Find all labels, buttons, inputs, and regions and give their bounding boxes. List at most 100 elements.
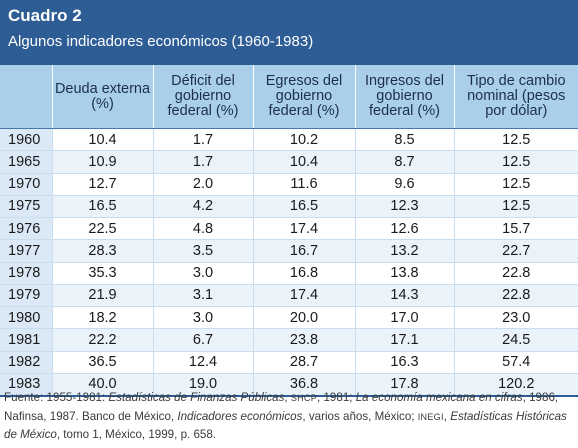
cell-deficit: 1.7 xyxy=(152,128,253,152)
column-header-exchange-rate: Tipo de cambio nominal (pesos por dólar) xyxy=(453,65,578,129)
cell-year: 1981 xyxy=(0,328,52,352)
table-subtitle: Algunos indicadores económicos (1960-198… xyxy=(8,33,314,50)
cell-deficit: 4.2 xyxy=(152,195,253,219)
cell-expenditure: 10.2 xyxy=(252,128,355,152)
table-title: Cuadro 2 xyxy=(8,6,82,25)
cell-year: 1970 xyxy=(0,173,52,196)
cell-year: 1965 xyxy=(0,150,52,174)
column-header-deficit: Déficit del gobierno federal (%) xyxy=(152,65,253,129)
cell-year: 1977 xyxy=(0,239,52,263)
column-header-external-debt: Deuda externa (%) xyxy=(51,65,153,129)
cell-expenditure: 23.8 xyxy=(252,328,355,352)
cell-year: 1983 xyxy=(0,373,52,397)
cell-expenditure: 36.8 xyxy=(252,373,355,397)
cell-external-debt: 18.2 xyxy=(51,306,153,330)
cell-external-debt: 22.2 xyxy=(51,328,153,352)
cell-deficit: 3.0 xyxy=(152,306,253,330)
source-text: 1955-1981: xyxy=(43,391,109,404)
table-row: 1970 12.7 2.0 11.6 9.6 12.5 xyxy=(0,173,578,196)
cell-year: 1979 xyxy=(0,284,52,308)
cell-external-debt: 10.4 xyxy=(51,128,153,152)
economic-indicators-table: Deuda externa (%) Déficit del gobierno f… xyxy=(0,65,578,397)
table-row: 1978 35.3 3.0 16.8 13.8 22.8 xyxy=(0,262,578,285)
cell-deficit: 2.0 xyxy=(152,173,253,196)
cell-year: 1980 xyxy=(0,306,52,330)
cell-expenditure: 17.4 xyxy=(252,217,355,241)
table-row: 1960 10.4 1.7 10.2 8.5 12.5 xyxy=(0,128,578,152)
source-text: , xyxy=(443,409,451,423)
table-row: 1977 28.3 3.5 16.7 13.2 22.7 xyxy=(0,239,578,263)
source-text: , 1981; xyxy=(317,391,356,404)
cell-revenue: 14.3 xyxy=(354,284,454,308)
cell-deficit: 19.0 xyxy=(152,373,253,397)
cell-external-debt: 12.7 xyxy=(51,173,153,196)
cell-year: 1976 xyxy=(0,217,52,241)
source-abbreviation: SHCP xyxy=(290,393,318,403)
cell-revenue: 8.7 xyxy=(354,150,454,174)
cell-year: 1975 xyxy=(0,195,52,219)
cell-exchange-rate: 120.2 xyxy=(453,373,578,397)
cell-exchange-rate: 22.7 xyxy=(453,239,578,263)
cell-year: 1960 xyxy=(0,128,52,152)
source-title: Estadísticas de Finanzas Públicas xyxy=(108,391,285,404)
cell-external-debt: 22.5 xyxy=(51,217,153,241)
cell-exchange-rate: 12.5 xyxy=(453,195,578,219)
source-label: Fuente: xyxy=(4,391,44,404)
column-header-revenue: Ingresos del gobierno federal (%) xyxy=(354,65,454,129)
cell-revenue: 16.3 xyxy=(354,351,454,374)
cell-external-debt: 35.3 xyxy=(51,262,153,285)
cell-expenditure: 11.6 xyxy=(252,173,355,196)
cell-external-debt: 36.5 xyxy=(51,351,153,374)
cell-exchange-rate: 12.5 xyxy=(453,128,578,152)
source-title: Estadísticas Históricas de México xyxy=(4,409,567,442)
cell-year: 1982 xyxy=(0,351,52,374)
cell-expenditure: 16.7 xyxy=(252,239,355,263)
cell-revenue: 13.2 xyxy=(354,239,454,263)
cell-exchange-rate: 15.7 xyxy=(453,217,578,241)
table-row: 1979 21.9 3.1 17.4 14.3 22.8 xyxy=(0,284,578,308)
cell-revenue: 12.3 xyxy=(354,195,454,219)
table-header-row: Deuda externa (%) Déficit del gobierno f… xyxy=(0,65,578,129)
table-row: 1976 22.5 4.8 17.4 12.6 15.7 xyxy=(0,217,578,241)
source-abbreviation: INEGI xyxy=(417,411,444,422)
cell-external-debt: 40.0 xyxy=(51,373,153,397)
source-title: Indicadores económicos xyxy=(177,409,303,423)
cell-expenditure: 17.4 xyxy=(252,284,355,308)
cell-revenue: 13.8 xyxy=(354,262,454,285)
cell-revenue: 17.8 xyxy=(354,373,454,397)
cell-deficit: 6.7 xyxy=(152,328,253,352)
cell-revenue: 17.0 xyxy=(354,306,454,330)
table-row: 1982 36.5 12.4 28.7 16.3 57.4 xyxy=(0,351,578,374)
source-text: , xyxy=(284,391,291,404)
cell-revenue: 9.6 xyxy=(354,173,454,196)
cell-deficit: 3.1 xyxy=(152,284,253,308)
cell-expenditure: 28.7 xyxy=(252,351,355,374)
cell-exchange-rate: 22.8 xyxy=(453,284,578,308)
cell-exchange-rate: 57.4 xyxy=(453,351,578,374)
cell-external-debt: 16.5 xyxy=(51,195,153,219)
cell-expenditure: 20.0 xyxy=(252,306,355,330)
cell-deficit: 4.8 xyxy=(152,217,253,241)
source-note: Fuente: 1955-1981: Estadísticas de Finan… xyxy=(4,389,576,445)
source-title: La economía mexicana en cifras xyxy=(355,391,523,404)
cell-expenditure: 16.8 xyxy=(252,262,355,285)
cell-exchange-rate: 12.5 xyxy=(453,150,578,174)
cell-exchange-rate: 12.5 xyxy=(453,173,578,196)
source-text: , tomo 1, México, 1999, p. 658. xyxy=(56,428,217,441)
column-header-expenditure: Egresos del gobierno federal (%) xyxy=(252,65,355,129)
column-header-year xyxy=(0,65,52,129)
cell-deficit: 12.4 xyxy=(152,351,253,374)
table-caption-header: Cuadro 2 Algunos indicadores económicos … xyxy=(0,0,578,65)
cell-exchange-rate: 23.0 xyxy=(453,306,578,330)
cell-revenue: 17.1 xyxy=(354,328,454,352)
table-row: 1980 18.2 3.0 20.0 17.0 23.0 xyxy=(0,306,578,330)
cell-deficit: 1.7 xyxy=(152,150,253,174)
table-row: 1983 40.0 19.0 36.8 17.8 120.2 xyxy=(0,373,578,397)
cell-exchange-rate: 22.8 xyxy=(453,262,578,285)
cell-deficit: 3.0 xyxy=(152,262,253,285)
cell-external-debt: 28.3 xyxy=(51,239,153,263)
table-row: 1975 16.5 4.2 16.5 12.3 12.5 xyxy=(0,195,578,219)
source-text: , varios años, México; xyxy=(302,409,418,423)
cell-revenue: 12.6 xyxy=(354,217,454,241)
table-row: 1981 22.2 6.7 23.8 17.1 24.5 xyxy=(0,328,578,352)
